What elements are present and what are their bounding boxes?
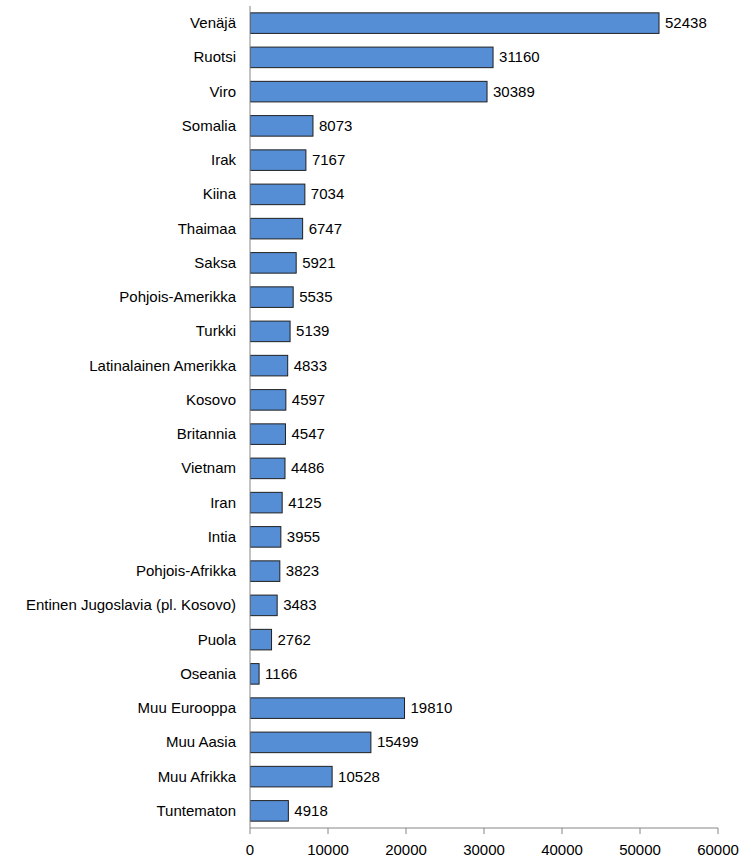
data-label: 5535 bbox=[299, 288, 332, 305]
category-label: Tuntematon bbox=[157, 802, 237, 819]
bar bbox=[250, 698, 405, 719]
category-label: Saksa bbox=[194, 254, 236, 271]
x-tick-label: 30000 bbox=[463, 841, 505, 858]
bar bbox=[250, 561, 280, 582]
bar bbox=[250, 732, 371, 753]
data-label: 5921 bbox=[302, 254, 335, 271]
data-label: 52438 bbox=[665, 14, 707, 31]
bars bbox=[250, 13, 659, 821]
y-axis-line bbox=[250, 6, 251, 828]
x-tick-label: 40000 bbox=[541, 841, 583, 858]
x-tick bbox=[718, 828, 719, 834]
category-label: Vietnam bbox=[181, 459, 236, 476]
data-label: 4597 bbox=[292, 391, 325, 408]
category-label: Kiina bbox=[203, 185, 237, 202]
category-label: Muu Aasia bbox=[166, 733, 237, 750]
x-tick-label: 50000 bbox=[619, 841, 661, 858]
x-tick-label: 60000 bbox=[697, 841, 739, 858]
bar bbox=[250, 390, 286, 411]
bar bbox=[250, 150, 306, 171]
bar bbox=[250, 253, 296, 274]
category-label: Iran bbox=[210, 494, 236, 511]
data-label: 15499 bbox=[377, 733, 419, 750]
data-label: 31160 bbox=[499, 48, 540, 65]
bar bbox=[250, 458, 285, 479]
data-label: 1166 bbox=[265, 665, 297, 682]
bar bbox=[250, 492, 282, 513]
category-label: Oseania bbox=[180, 665, 237, 682]
bar bbox=[250, 218, 303, 239]
chart-container: 52438 Venäjä 31160 Ruotsi 30389 Viro 8073 Somal… bbox=[0, 0, 751, 864]
category-label: Entinen Jugoslavia (pl. Kosovo) bbox=[26, 596, 236, 613]
data-label: 4547 bbox=[291, 425, 324, 442]
bar bbox=[250, 47, 493, 68]
data-label: 8073 bbox=[319, 117, 352, 134]
category-label: Thaimaa bbox=[178, 220, 237, 237]
bar bbox=[250, 287, 293, 308]
category-label: Britannia bbox=[177, 425, 237, 442]
bar bbox=[250, 629, 272, 650]
x-tick bbox=[640, 828, 641, 834]
category-label: Pohjois-Amerikka bbox=[119, 288, 236, 305]
page: {"chart_data": {"type": "bar", "orientat… bbox=[0, 0, 751, 864]
chart-svg: 52438 Venäjä 31160 Ruotsi 30389 Viro 8073 Somal… bbox=[0, 0, 751, 864]
labels: 52438 Venäjä 31160 Ruotsi 30389 Viro 8073 Somal… bbox=[26, 14, 707, 819]
data-label: 3823 bbox=[286, 562, 319, 579]
bar bbox=[250, 184, 305, 205]
category-label: Ruotsi bbox=[193, 48, 236, 65]
category-label: Turkki bbox=[196, 322, 236, 339]
category-label: Pohjois-Afrikka bbox=[136, 562, 237, 579]
x-tick bbox=[250, 828, 251, 834]
category-label: Intia bbox=[208, 528, 237, 545]
data-label: 5139 bbox=[296, 322, 329, 339]
category-label: Kosovo bbox=[186, 391, 236, 408]
bar bbox=[250, 595, 277, 616]
category-label: Irak bbox=[211, 151, 237, 168]
category-label: Muu Eurooppa bbox=[138, 699, 237, 716]
data-label: 7034 bbox=[311, 185, 344, 202]
data-label: 2762 bbox=[278, 631, 311, 648]
bar bbox=[250, 766, 332, 787]
data-label: 7167 bbox=[312, 151, 345, 168]
data-label: 19810 bbox=[411, 699, 453, 716]
category-label: Viro bbox=[210, 83, 236, 100]
x-tick bbox=[328, 828, 329, 834]
data-label: 4125 bbox=[288, 494, 321, 511]
bar bbox=[250, 81, 487, 102]
category-label: Puola bbox=[198, 631, 237, 648]
bar bbox=[250, 321, 290, 342]
data-label: 10528 bbox=[338, 768, 380, 785]
x-tick-label: 10000 bbox=[307, 841, 349, 858]
bar bbox=[250, 116, 313, 137]
category-label: Somalia bbox=[182, 117, 237, 134]
category-label: Venäjä bbox=[190, 14, 237, 31]
category-label: Latinalainen Amerikka bbox=[89, 357, 236, 374]
data-label: 3955 bbox=[287, 528, 320, 545]
data-label: 4833 bbox=[294, 357, 327, 374]
bar bbox=[250, 355, 288, 376]
x-tick bbox=[484, 828, 485, 834]
data-label: 3483 bbox=[283, 596, 316, 613]
x-tick-label: 20000 bbox=[385, 841, 427, 858]
bar bbox=[250, 527, 281, 548]
data-label: 4486 bbox=[291, 459, 324, 476]
bar bbox=[250, 13, 659, 34]
x-tick bbox=[562, 828, 563, 834]
data-label: 30389 bbox=[493, 83, 535, 100]
bar bbox=[250, 664, 259, 685]
category-label: Muu Afrikka bbox=[158, 768, 237, 785]
data-label: 6747 bbox=[309, 220, 342, 237]
bar bbox=[250, 801, 288, 822]
data-label: 4918 bbox=[294, 802, 327, 819]
x-tick-label: 0 bbox=[246, 841, 254, 858]
x-tick bbox=[406, 828, 407, 834]
bar bbox=[250, 424, 285, 445]
